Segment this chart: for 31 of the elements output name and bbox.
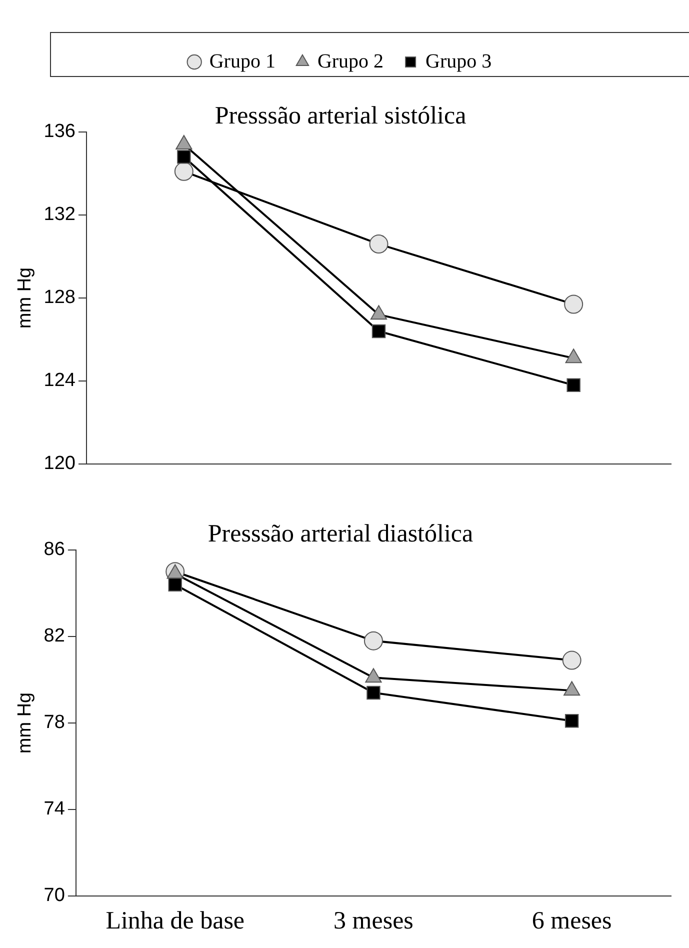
y-tick-label: 74 bbox=[44, 798, 66, 820]
chart-title: Presssão arterial sistólica bbox=[214, 102, 466, 130]
point bbox=[369, 234, 388, 254]
point bbox=[174, 162, 194, 181]
y-tick-label: 70 bbox=[44, 885, 65, 906]
y-tick-label: 136 bbox=[44, 121, 76, 142]
chart-title: Presssão arterial diastólica bbox=[208, 520, 474, 548]
point bbox=[168, 578, 182, 592]
y-tick-label: 78 bbox=[44, 712, 65, 734]
y-tick-label: 128 bbox=[44, 287, 76, 308]
y-axis-title: mm Hg bbox=[14, 267, 36, 329]
point bbox=[366, 686, 380, 700]
x-tick-label: 6 meses bbox=[532, 908, 612, 935]
y-tick-label: 82 bbox=[44, 626, 65, 647]
y-tick-label: 120 bbox=[44, 453, 76, 474]
point bbox=[564, 714, 579, 728]
y-axis-title: mm Hg bbox=[14, 692, 36, 754]
point bbox=[566, 378, 580, 392]
y-tick-label: 86 bbox=[44, 539, 65, 560]
point bbox=[564, 294, 584, 314]
point bbox=[372, 324, 386, 338]
point bbox=[177, 150, 191, 164]
legend-label: Grupo 2 bbox=[317, 50, 384, 72]
x-tick-label: Linha de base bbox=[106, 908, 245, 935]
point bbox=[364, 631, 383, 650]
legend-label: Grupo 3 bbox=[426, 50, 492, 72]
legend-label: Grupo 1 bbox=[209, 50, 276, 72]
y-tick-label: 124 bbox=[44, 370, 76, 392]
y-tick-label: 132 bbox=[44, 204, 76, 226]
point bbox=[562, 650, 582, 670]
x-tick-label: 3 meses bbox=[334, 908, 414, 935]
